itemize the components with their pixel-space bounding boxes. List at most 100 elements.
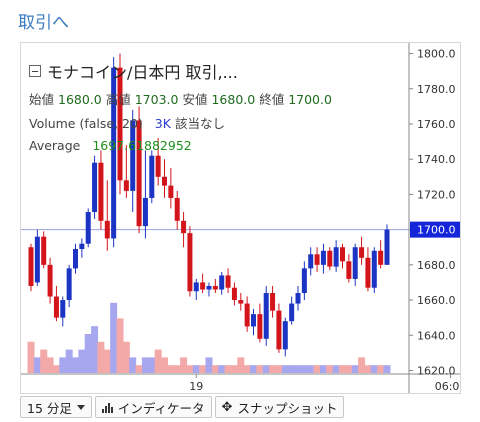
volume-bar xyxy=(110,302,118,373)
candle-body xyxy=(320,250,326,265)
candle-body xyxy=(270,293,276,311)
volume-bar xyxy=(52,365,60,373)
volume-bar xyxy=(275,365,283,373)
candle-body xyxy=(340,247,345,262)
y-tick-label: 1740.0 xyxy=(417,153,456,166)
x-tick-label: 19 xyxy=(189,380,203,393)
crosshair-move-icon: ✥ xyxy=(221,399,233,415)
candle-body xyxy=(365,257,371,288)
volume-bar xyxy=(141,357,149,373)
candlestick-chart[interactable]: 1800.0 1780.0 1760.0 1740.0 1720.0 1700.0 1680… xyxy=(21,43,461,394)
candle-body xyxy=(85,212,91,244)
candle-body xyxy=(359,247,365,258)
candle-body xyxy=(352,247,358,279)
current-price-label: 1700.0 xyxy=(417,224,456,237)
indicator-label: インディケータ xyxy=(117,400,205,416)
back-to-trade-link[interactable]: 取引へ xyxy=(18,13,69,33)
interval-dropdown[interactable]: 15 分足 xyxy=(20,396,92,418)
candle-body xyxy=(136,120,142,227)
candle-body xyxy=(123,180,129,191)
volume-bar xyxy=(237,357,245,373)
candle-body xyxy=(200,282,206,290)
volume-bar xyxy=(122,341,130,373)
candle-body xyxy=(28,247,34,286)
volume-bar xyxy=(351,365,359,373)
volume-bar xyxy=(288,365,296,373)
candle-body xyxy=(104,220,110,239)
volume-bar xyxy=(294,365,302,373)
volume-bar xyxy=(326,365,334,373)
candle-body xyxy=(378,250,384,265)
volume-bar xyxy=(243,365,251,373)
candle-body xyxy=(60,300,66,318)
volume-bar xyxy=(173,365,181,373)
volume-bar xyxy=(269,365,277,373)
y-tick-label: 1800.0 xyxy=(417,48,456,61)
indicator-button[interactable]: インディケータ xyxy=(94,396,212,418)
candle-body xyxy=(308,254,314,269)
candle-body xyxy=(53,296,59,318)
volume-bar xyxy=(78,349,86,373)
volume-bar xyxy=(281,365,289,373)
volume-bar xyxy=(161,357,168,373)
candle-body xyxy=(301,268,307,294)
bar-chart-icon xyxy=(101,402,113,413)
collapse-icon[interactable] xyxy=(29,65,41,77)
y-tick-label: 1660.0 xyxy=(417,294,456,307)
volume-bar xyxy=(332,365,340,373)
candle-body xyxy=(225,275,231,288)
volume-bar xyxy=(129,357,137,373)
volume-bar xyxy=(84,334,92,373)
chevron-down-icon xyxy=(76,404,85,410)
volume-bar xyxy=(256,365,264,373)
volume-bar xyxy=(205,357,213,373)
volume-bar xyxy=(364,365,372,373)
volume-bar xyxy=(135,365,143,373)
volume-bar xyxy=(33,357,41,373)
volume-bar xyxy=(230,365,238,373)
volume-bar xyxy=(211,365,219,373)
candle-body xyxy=(34,236,40,283)
volume-bar xyxy=(370,365,378,373)
y-tick-label: 1720.0 xyxy=(417,188,456,201)
volume-bar xyxy=(383,365,391,373)
volume-bar xyxy=(358,357,366,373)
volume-bar xyxy=(72,357,79,373)
candle-body xyxy=(231,287,237,301)
candle-body xyxy=(174,197,180,221)
interval-label: 15 分足 xyxy=(27,400,72,416)
candle-body xyxy=(66,268,72,301)
chart-toolbar: 15 分足 インディケータ ✥ スナップショット xyxy=(20,396,345,418)
price-chart[interactable]: 1800.0 1780.0 1760.0 1740.0 1720.0 1700.0 1680… xyxy=(20,42,461,394)
candle-body xyxy=(238,300,244,304)
symbol-title: モナコイン/日本円 取引,... xyxy=(47,63,238,82)
candle-body xyxy=(117,67,123,181)
volume-bar xyxy=(307,365,315,373)
x-tick-label: 06:00 xyxy=(435,380,461,393)
volume-bar xyxy=(224,365,232,373)
snapshot-button[interactable]: ✥ スナップショット xyxy=(214,396,345,418)
candle-body xyxy=(187,233,193,292)
candle-body xyxy=(149,155,155,198)
candle-body xyxy=(162,176,167,186)
volume-bar xyxy=(91,326,99,373)
volume-bar xyxy=(59,357,67,373)
volume-bar xyxy=(167,365,175,373)
candle-body xyxy=(98,162,104,221)
candle-body xyxy=(193,282,199,292)
volume-bar xyxy=(180,357,188,373)
y-tick-label: 1640.0 xyxy=(417,329,456,342)
volume-bar xyxy=(339,365,346,373)
volume-bar xyxy=(313,365,321,373)
volume-bar xyxy=(103,349,111,373)
volume-bar xyxy=(186,365,194,373)
candle-body xyxy=(371,250,377,288)
volume-bar xyxy=(218,365,226,373)
candle-body xyxy=(212,285,218,290)
candle-body xyxy=(79,243,85,249)
candle-body xyxy=(282,321,288,350)
volume-bar xyxy=(27,341,35,373)
candle-body xyxy=(206,285,212,290)
volume-bar xyxy=(377,365,385,373)
candle-body xyxy=(327,250,333,267)
